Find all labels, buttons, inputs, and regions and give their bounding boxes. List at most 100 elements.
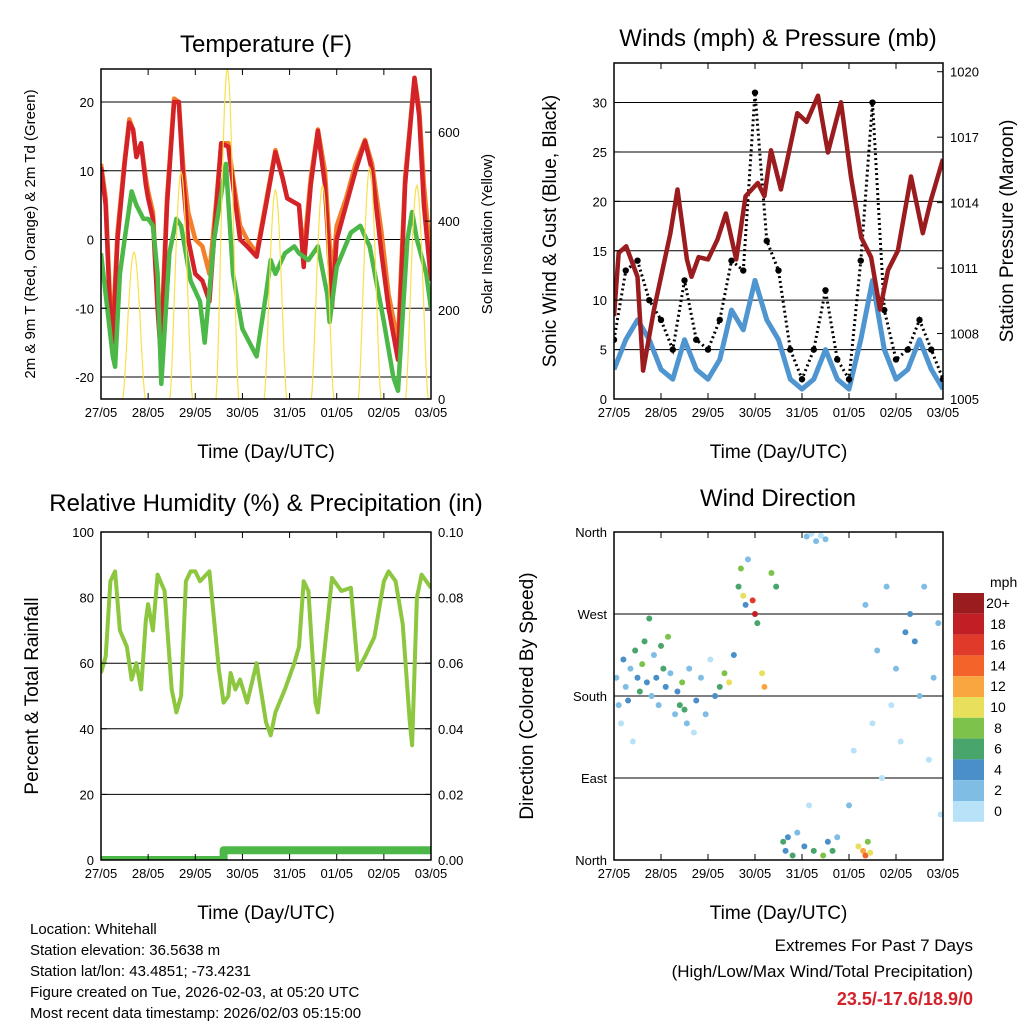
wind-direction-point	[737, 565, 744, 572]
wind-direction-point	[888, 702, 895, 709]
y-tick-label: 100	[72, 525, 94, 540]
plot-frame	[100, 68, 432, 400]
solar-insolation-day-5	[357, 165, 382, 399]
x-tick-label: 29/05	[692, 866, 725, 881]
colorbar-label: 20+	[986, 595, 1010, 611]
y-right-tick-label: 1005	[950, 392, 979, 407]
y-right-tick-label: 200	[438, 303, 460, 318]
wind-direction-point	[869, 720, 876, 727]
wind-direction-point	[676, 702, 683, 709]
x-tick-label: 27/05	[85, 866, 118, 881]
y-right-tick-label: 1011	[950, 261, 978, 276]
x-tick-label: 28/05	[132, 405, 165, 420]
y-tick-label: 0	[600, 392, 607, 407]
wind-direction-point	[672, 711, 679, 718]
colorbar-label: 4	[994, 761, 1002, 777]
x-tick-label: 27/05	[598, 405, 631, 420]
x-tick-label: 30/05	[739, 405, 772, 420]
info-elevation: Station elevation: 36.5638 m	[30, 942, 220, 959]
wind-direction-point	[735, 583, 742, 590]
x-axis-label: Time (Day/UTC)	[197, 903, 335, 924]
y-tick-label: North	[575, 853, 607, 868]
relative-humidity-series	[101, 569, 431, 748]
wind-direction-point	[794, 829, 801, 836]
wind-direction-point	[874, 647, 881, 654]
colorbar-title: mph	[990, 574, 1017, 590]
solar-insolation-day-6	[404, 183, 429, 399]
gust-series	[614, 92, 943, 384]
wind-direction-point	[773, 583, 780, 590]
info-location: Location: Whitehall	[30, 921, 157, 938]
x-tick-label: 03/05	[927, 405, 960, 420]
plot-area	[614, 89, 943, 392]
wind-direction-point	[643, 679, 650, 686]
wind-direction-point	[883, 583, 890, 590]
y-axis-label: Direction (Colored By Speed)	[517, 572, 538, 819]
x-axis-label: Time (Day/UTC)	[197, 442, 335, 463]
panel-3: Wind Direction Time (Day/UTC) Direction (C…	[517, 485, 1017, 924]
wind-direction-point	[693, 697, 700, 704]
colorbar-label: 8	[994, 720, 1002, 736]
y-tick-label: 5	[600, 343, 607, 358]
wind-direction-point	[674, 688, 681, 695]
y-right-tick-label: 0.04	[438, 722, 463, 737]
y-tick-label: 0	[87, 233, 94, 248]
y-right-tick-label: 0.02	[438, 787, 463, 802]
x-tick-label: 02/05	[880, 866, 913, 881]
y-right-tick-label: 0	[438, 392, 445, 407]
wind-direction-point	[740, 592, 747, 599]
y-tick-label: 80	[80, 591, 94, 606]
colorbar-swatch	[953, 759, 984, 781]
gust-point	[869, 99, 876, 106]
wind-direction-point	[712, 693, 719, 699]
speed-colorbar: mph 20+ 18 16 14 12 10 8 6 4 2 0	[953, 574, 1017, 822]
wind-direction-point	[806, 802, 813, 809]
wind-direction-point	[752, 611, 758, 617]
y-axis-label: Percent & Total Rainfall	[22, 597, 43, 794]
wind-direction-point	[639, 661, 646, 668]
y-right-tick-label: 600	[438, 125, 460, 140]
solar-insolation-day-1	[169, 170, 194, 399]
wind-direction-point	[683, 720, 690, 727]
wind-direction-point	[820, 852, 827, 859]
wind-direction-point	[784, 834, 791, 841]
wind-direction-point	[658, 642, 664, 649]
wind-direction-point	[641, 638, 648, 645]
y-tick-label: 60	[80, 656, 94, 671]
x-tick-label: 02/05	[880, 405, 913, 420]
wind-direction-point	[629, 738, 636, 745]
sonic-wind-series	[614, 277, 943, 392]
gust-point	[939, 376, 943, 383]
y-axis-right-label: Solar Insolation (Yellow)	[479, 154, 496, 314]
colorbar-swatch	[953, 655, 984, 677]
x-axis-label: Time (Day/UTC)	[710, 903, 848, 924]
wind-direction-point	[846, 802, 852, 809]
wind-direction-point	[716, 683, 723, 690]
y-right-tick-label: 400	[438, 214, 460, 229]
wind-direction-point	[761, 683, 768, 690]
wind-direction-point	[803, 533, 810, 540]
wind-direction-point	[897, 738, 904, 745]
wind-direction-point	[744, 556, 751, 563]
wind-direction-point	[902, 629, 909, 636]
plot-area	[614, 532, 943, 859]
colorbar-swatch	[953, 676, 984, 697]
wind-direction-point	[878, 775, 885, 781]
wind-direction-point	[681, 706, 688, 713]
y-tick-label: South	[573, 689, 607, 704]
wind-direction-point	[625, 697, 632, 704]
colorbar-swatch	[953, 593, 984, 614]
y-right-tick-label: 0.10	[438, 525, 463, 540]
x-tick-label: 02/05	[368, 866, 401, 881]
info-recent-timestamp: Most recent data timestamp: 2026/02/03 0…	[30, 1005, 361, 1022]
wind-direction-point	[780, 838, 787, 845]
chart-title: Wind Direction	[700, 485, 856, 512]
solar-insolation-day-3	[263, 188, 288, 399]
colorbar-swatch	[953, 634, 984, 656]
wind-direction-point	[860, 847, 867, 854]
wind-direction-point	[911, 638, 918, 645]
wind-direction-point	[634, 674, 641, 681]
x-tick-label: 28/05	[645, 866, 678, 881]
wind-direction-point	[615, 702, 622, 709]
x-tick-label: 27/05	[85, 405, 118, 420]
